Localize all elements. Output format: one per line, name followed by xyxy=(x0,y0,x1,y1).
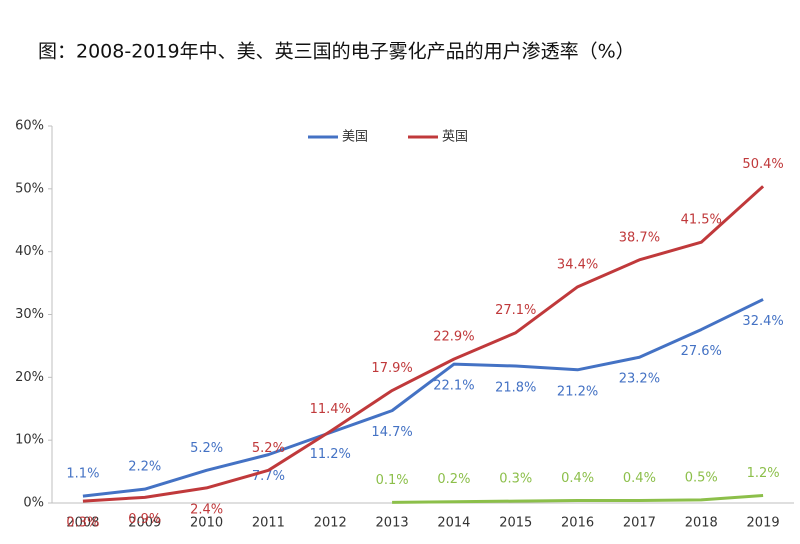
x-tick-label: 2011 xyxy=(252,516,285,531)
legend-label: 英国 xyxy=(442,130,468,145)
data-label: 38.7% xyxy=(619,230,660,245)
x-tick-label: 2013 xyxy=(376,516,409,531)
data-label: 2.2% xyxy=(128,460,161,475)
y-tick-label: 30% xyxy=(15,307,44,322)
x-tick-label: 2008 xyxy=(66,516,99,531)
y-tick-label: 10% xyxy=(15,433,44,448)
y-tick-label: 20% xyxy=(15,370,44,385)
x-tick-label: 2016 xyxy=(561,516,594,531)
data-label: 0.9% xyxy=(128,512,161,527)
series-line xyxy=(392,493,764,504)
y-tick-label: 60% xyxy=(15,119,44,134)
chart-title: 图：2008-2019年中、美、英三国的电子雾化产品的用户渗透率（%） xyxy=(38,41,635,63)
data-label: 17.9% xyxy=(371,361,412,376)
data-label: 1.2% xyxy=(747,466,780,481)
data-label: 11.4% xyxy=(310,402,351,417)
data-label: 0.3% xyxy=(66,516,99,531)
data-label: 2.4% xyxy=(190,502,223,517)
data-label: 0.4% xyxy=(561,471,594,486)
data-label: 22.1% xyxy=(433,379,474,394)
data-label: 0.1% xyxy=(376,473,409,488)
x-tick-label: 2009 xyxy=(128,516,161,531)
data-label: 0.4% xyxy=(623,471,656,486)
x-tick-label: 2015 xyxy=(499,516,532,531)
y-tick-label: 50% xyxy=(15,181,44,196)
data-label: 5.2% xyxy=(190,441,223,456)
x-tick-label: 2017 xyxy=(623,516,656,531)
data-label: 32.4% xyxy=(742,314,783,329)
data-label: 14.7% xyxy=(371,425,412,440)
data-label: 21.8% xyxy=(495,381,536,396)
data-label: 22.9% xyxy=(433,330,474,345)
series-line xyxy=(82,298,764,498)
series-line xyxy=(82,185,765,503)
data-label: 0.2% xyxy=(437,472,470,487)
data-label: 34.4% xyxy=(557,257,598,272)
data-label: 5.2% xyxy=(252,441,285,456)
x-tick-label: 2012 xyxy=(314,516,347,531)
x-tick-label: 2010 xyxy=(190,516,223,531)
data-label: 11.2% xyxy=(310,447,351,462)
data-label: 41.5% xyxy=(681,213,722,228)
legend-label: 美国 xyxy=(342,130,368,145)
x-tick-label: 2014 xyxy=(437,516,470,531)
data-label: 0.3% xyxy=(499,472,532,487)
data-label: 27.1% xyxy=(495,303,536,318)
x-tick-label: 2019 xyxy=(747,516,780,531)
data-label: 27.6% xyxy=(681,344,722,359)
data-label: 21.2% xyxy=(557,384,598,399)
y-tick-label: 0% xyxy=(23,496,44,511)
data-label: 50.4% xyxy=(742,157,783,172)
data-label: 0.5% xyxy=(685,470,718,485)
data-label: 1.1% xyxy=(66,467,99,482)
x-tick-label: 2018 xyxy=(685,516,718,531)
y-tick-label: 40% xyxy=(15,244,44,259)
data-label: 23.2% xyxy=(619,372,660,387)
